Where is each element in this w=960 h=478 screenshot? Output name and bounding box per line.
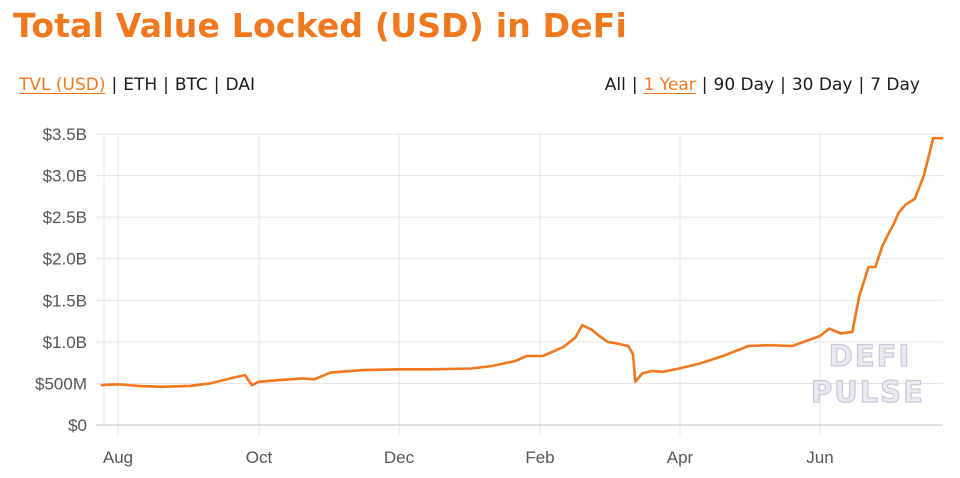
y-axis-labels: $0 $500M $1.0B $1.5B $2.0B $2.5B $3.0B $3.5B xyxy=(35,125,87,435)
y-tick-label: $3.5B xyxy=(43,125,87,144)
y-tick-label: $0 xyxy=(68,416,87,435)
separator: | xyxy=(631,75,638,95)
x-tick-label: Feb xyxy=(525,448,554,467)
range-90-day[interactable]: 90 Day xyxy=(713,75,775,95)
x-tick-label: Apr xyxy=(667,448,694,467)
x-axis-labels: Aug Oct Dec Feb Apr Jun xyxy=(103,448,834,467)
watermark-line2: PULSE xyxy=(811,375,925,409)
separator: | xyxy=(780,75,786,95)
separator: | xyxy=(111,75,118,95)
metric-tabs: TVL (USD) | ETH | BTC | DAI xyxy=(19,75,255,95)
separator: | xyxy=(163,75,169,95)
x-tick-label: Oct xyxy=(246,448,273,467)
y-tick-label: $3.0B xyxy=(43,167,87,186)
tab-tvl-usd[interactable]: TVL (USD) xyxy=(19,75,106,95)
separator: | xyxy=(858,75,865,95)
tab-dai[interactable]: DAI xyxy=(225,75,255,95)
range-all[interactable]: All xyxy=(604,75,626,95)
range-tabs: All | 1 Year | 90 Day | 30 Day | 7 Day xyxy=(605,75,920,95)
separator: | xyxy=(701,75,708,95)
range-7-day[interactable]: 7 Day xyxy=(870,75,920,95)
y-tick-label: $2.0B xyxy=(43,250,87,269)
page-title: Total Value Locked (USD) in DeFi xyxy=(13,6,628,45)
tab-eth[interactable]: ETH xyxy=(123,75,158,95)
x-gridlines xyxy=(103,134,821,436)
x-tick-label: Aug xyxy=(103,448,133,467)
y-tick-label: $2.5B xyxy=(43,208,87,227)
watermark-logo: DEFI PULSE xyxy=(810,338,925,409)
x-tick-label: Jun xyxy=(806,448,833,467)
watermark-line1: DEFI xyxy=(829,339,911,373)
y-tick-label: $1.0B xyxy=(43,333,87,352)
separator: | xyxy=(213,75,220,95)
y-tick-label: $1.5B xyxy=(43,291,87,310)
x-tick-label: Dec xyxy=(384,448,415,467)
y-tick-label: $500M xyxy=(35,374,87,393)
range-30-day[interactable]: 30 Day xyxy=(791,75,853,95)
range-1-year[interactable]: 1 Year xyxy=(643,75,696,95)
tvl-series-line xyxy=(100,136,944,389)
tab-btc[interactable]: BTC xyxy=(174,75,208,95)
